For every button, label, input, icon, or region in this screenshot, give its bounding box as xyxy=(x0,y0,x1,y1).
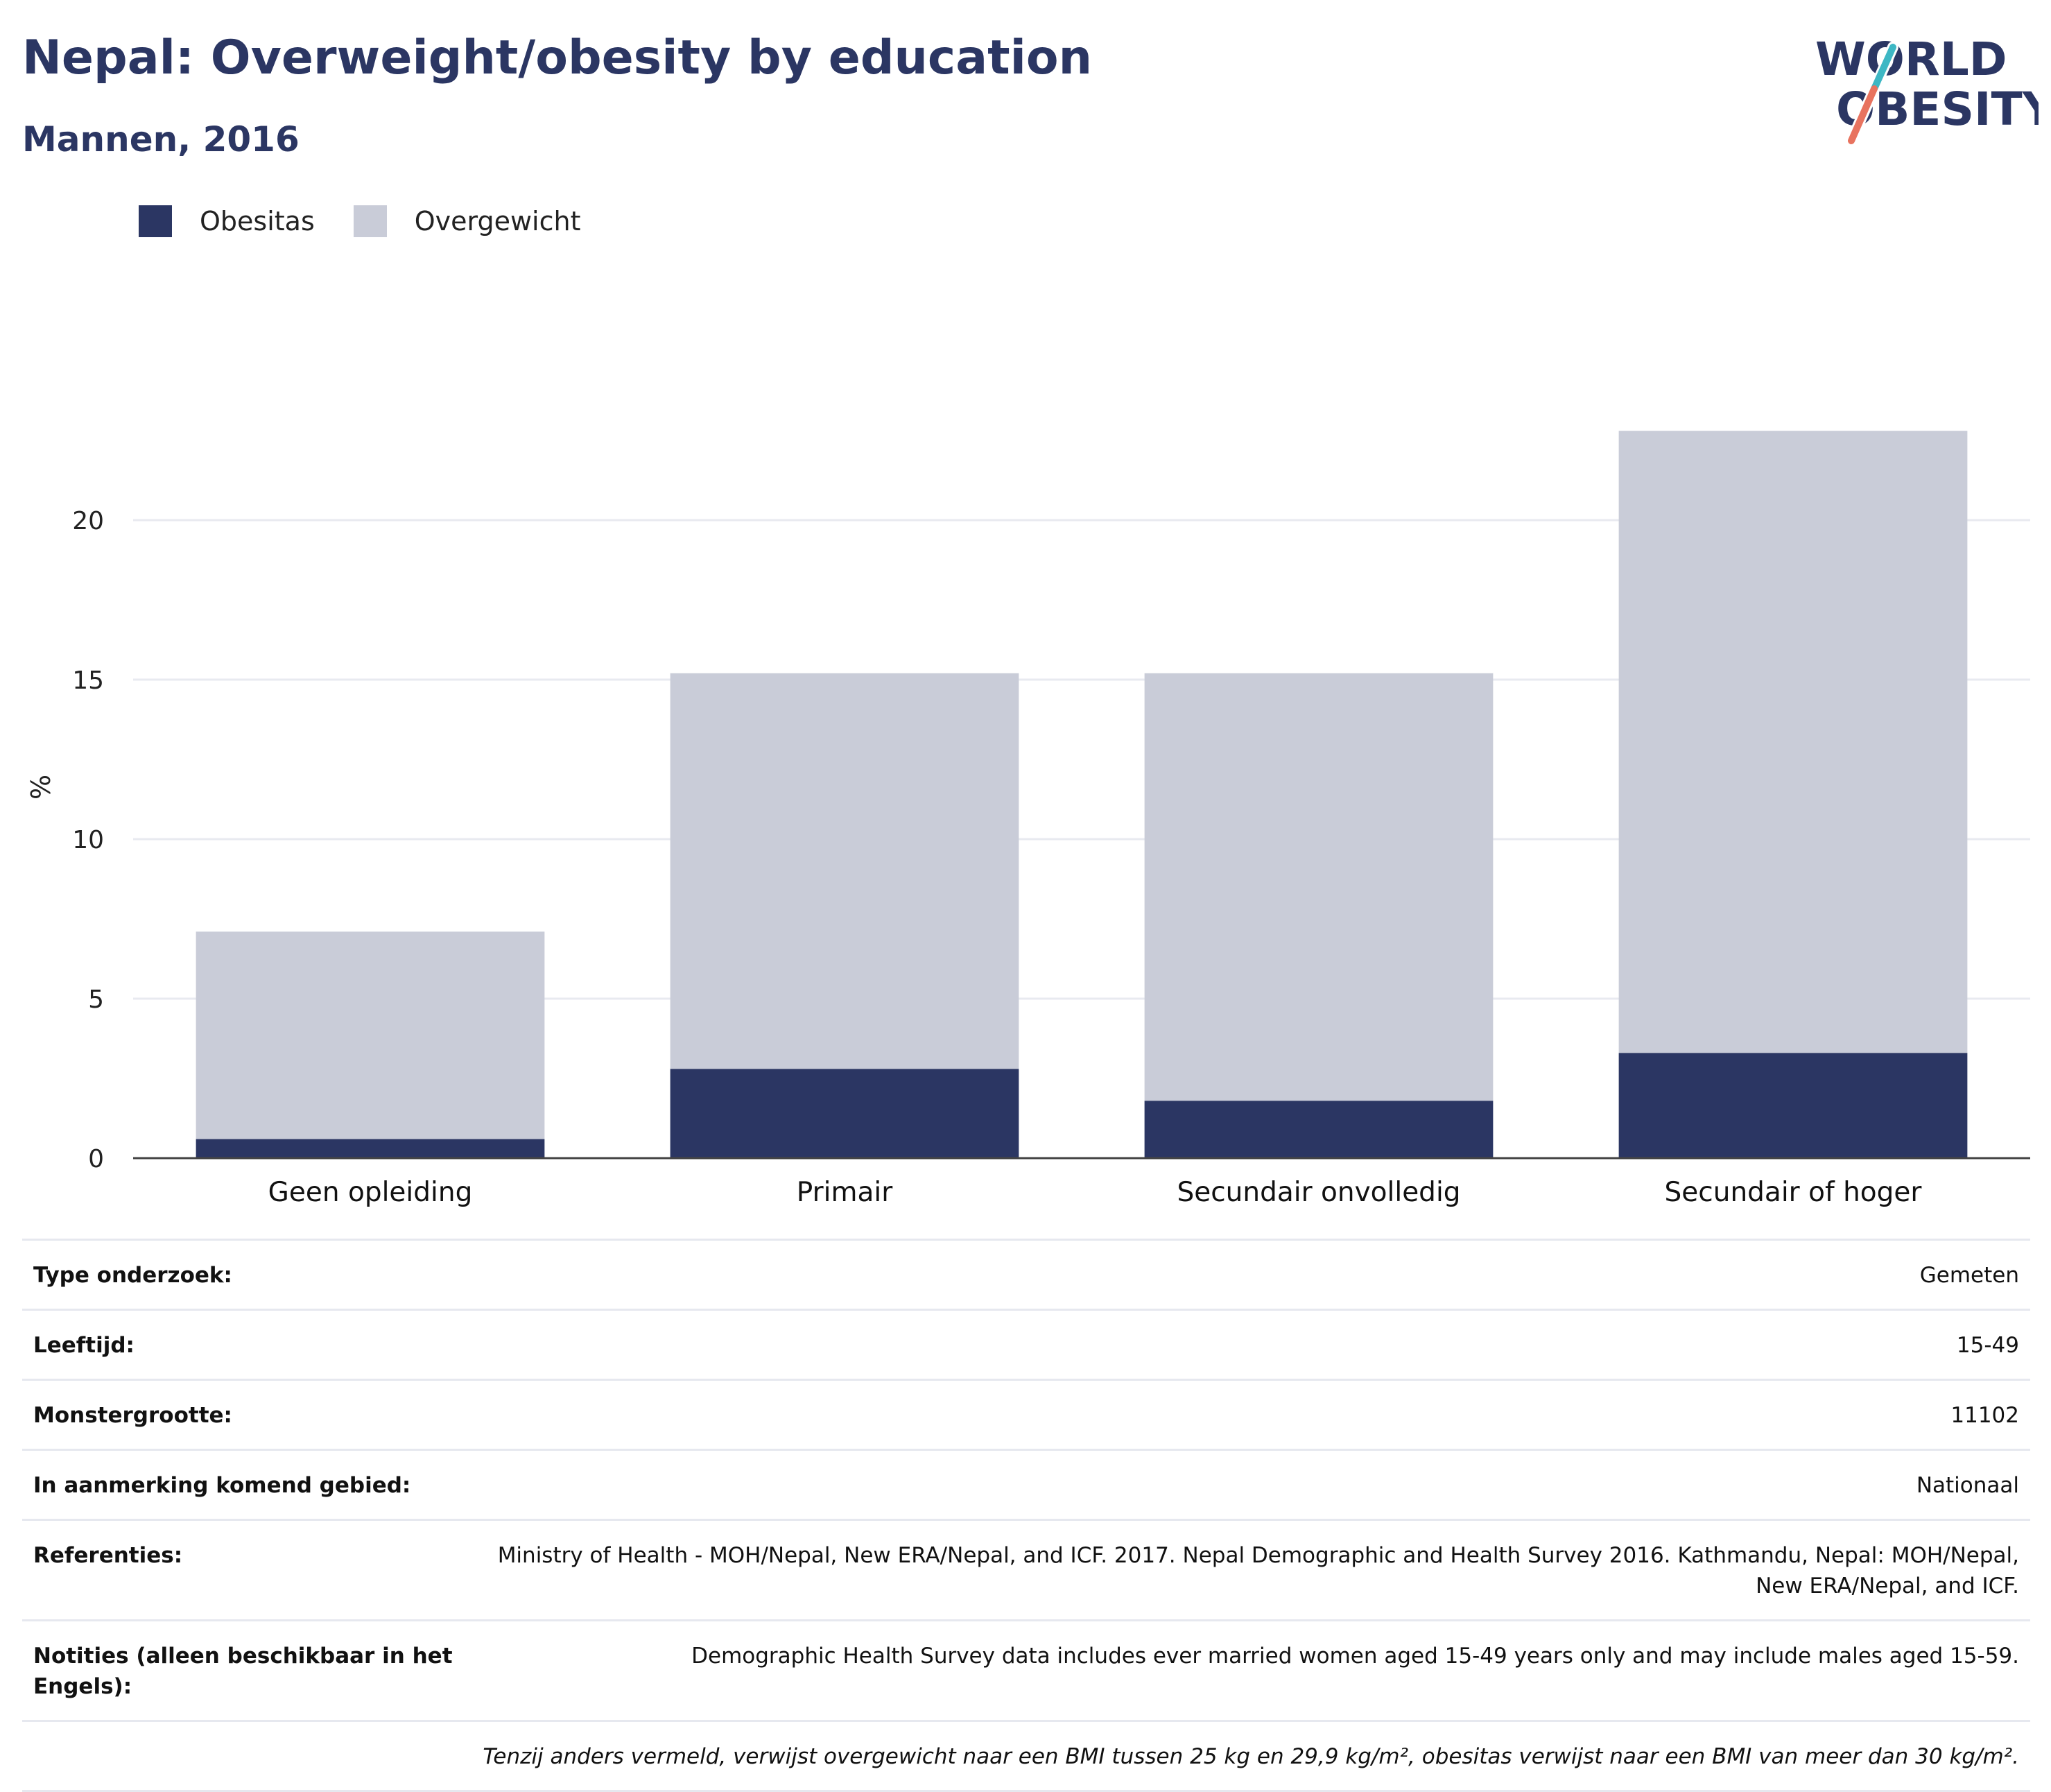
bar-obesitas-1 xyxy=(196,1139,545,1158)
y-tick-label: 10 xyxy=(72,826,104,854)
y-tick-label: 5 xyxy=(88,985,104,1014)
info-label: Type onderzoek: xyxy=(33,1263,232,1288)
info-row-area: In aanmerking komend gebied: Nationaal xyxy=(22,1449,2030,1519)
bar-overgewicht-2 xyxy=(670,673,1019,1069)
legend-swatch-obesitas xyxy=(139,205,172,237)
bar-overgewicht-4 xyxy=(1618,431,1968,1053)
info-label: Referenties: xyxy=(33,1543,183,1568)
y-axis-label: % xyxy=(26,775,56,800)
bar-overgewicht-3 xyxy=(1144,673,1494,1101)
info-row-notes: Notities (alleen beschikbaar in het Enge… xyxy=(22,1619,2030,1720)
x-tick-label: Secundair onvolledig xyxy=(1177,1177,1460,1208)
logo-line1: WORLD xyxy=(1815,33,2007,86)
legend-label-obesitas: Obesitas xyxy=(200,206,315,236)
y-tick-label: 0 xyxy=(88,1145,104,1173)
x-tick-label: Secundair of hoger xyxy=(1665,1177,1923,1208)
info-value: 15-49 xyxy=(1956,1333,2019,1358)
info-value: Gemeten xyxy=(1919,1263,2019,1288)
legend-item-obesitas[interactable]: Obesitas xyxy=(139,205,315,237)
y-tick-label: 15 xyxy=(72,666,104,695)
info-row-type: Type onderzoek: Gemeten xyxy=(22,1239,2030,1309)
legend-swatch-overgewicht xyxy=(353,205,387,237)
info-label: Monstergrootte: xyxy=(33,1403,232,1428)
x-tick-label: Primair xyxy=(797,1177,893,1208)
info-value: Nationaal xyxy=(1916,1473,2019,1498)
chart-subtitle: Mannen, 2016 xyxy=(22,119,300,160)
stacked-bar-chart: 0 5 10 15 20% Geen opleiding Primair Secundair … xyxy=(26,431,2030,1208)
x-tick-label: Geen opleiding xyxy=(268,1177,473,1208)
info-row-sample-size: Monstergrootte: 11102 xyxy=(22,1379,2030,1449)
bmi-footnote: Tenzij anders vermeld, verwijst overgewi… xyxy=(483,1744,2019,1769)
info-value: 11102 xyxy=(1950,1403,2019,1428)
legend-item-overgewicht[interactable]: Overgewicht xyxy=(353,205,581,237)
info-row-references: Referenties: Ministry of Health - MOH/Ne… xyxy=(22,1519,2030,1619)
info-label: In aanmerking komend gebied: xyxy=(33,1473,411,1498)
chart-legend: Obesitas Overgewicht xyxy=(139,205,620,237)
info-value: Ministry of Health - MOH/Nepal, New ERA/… xyxy=(497,1543,2019,1599)
survey-info-table: Type onderzoek: Gemeten Leeftijd: 15-49 … xyxy=(22,1239,2030,1792)
info-row-footnote: Tenzij anders vermeld, verwijst overgewi… xyxy=(22,1720,2030,1792)
bar-overgewicht-1 xyxy=(196,931,545,1139)
bar-obesitas-2 xyxy=(670,1069,1019,1158)
info-label: Notities (alleen beschikbaar in het Enge… xyxy=(33,1644,453,1699)
info-value: Demographic Health Survey data includes … xyxy=(691,1644,2019,1669)
y-tick-label: 20 xyxy=(72,507,104,535)
chart-title: Nepal: Overweight/obesity by education xyxy=(22,31,1093,85)
bar-obesitas-3 xyxy=(1144,1101,1494,1158)
legend-label-overgewicht: Overgewicht xyxy=(414,206,581,236)
info-label: Leeftijd: xyxy=(33,1333,135,1358)
world-obesity-logo: WORLD OBESITY xyxy=(1803,19,2051,154)
bar-obesitas-4 xyxy=(1618,1053,1968,1158)
info-row-age: Leeftijd: 15-49 xyxy=(22,1309,2030,1379)
